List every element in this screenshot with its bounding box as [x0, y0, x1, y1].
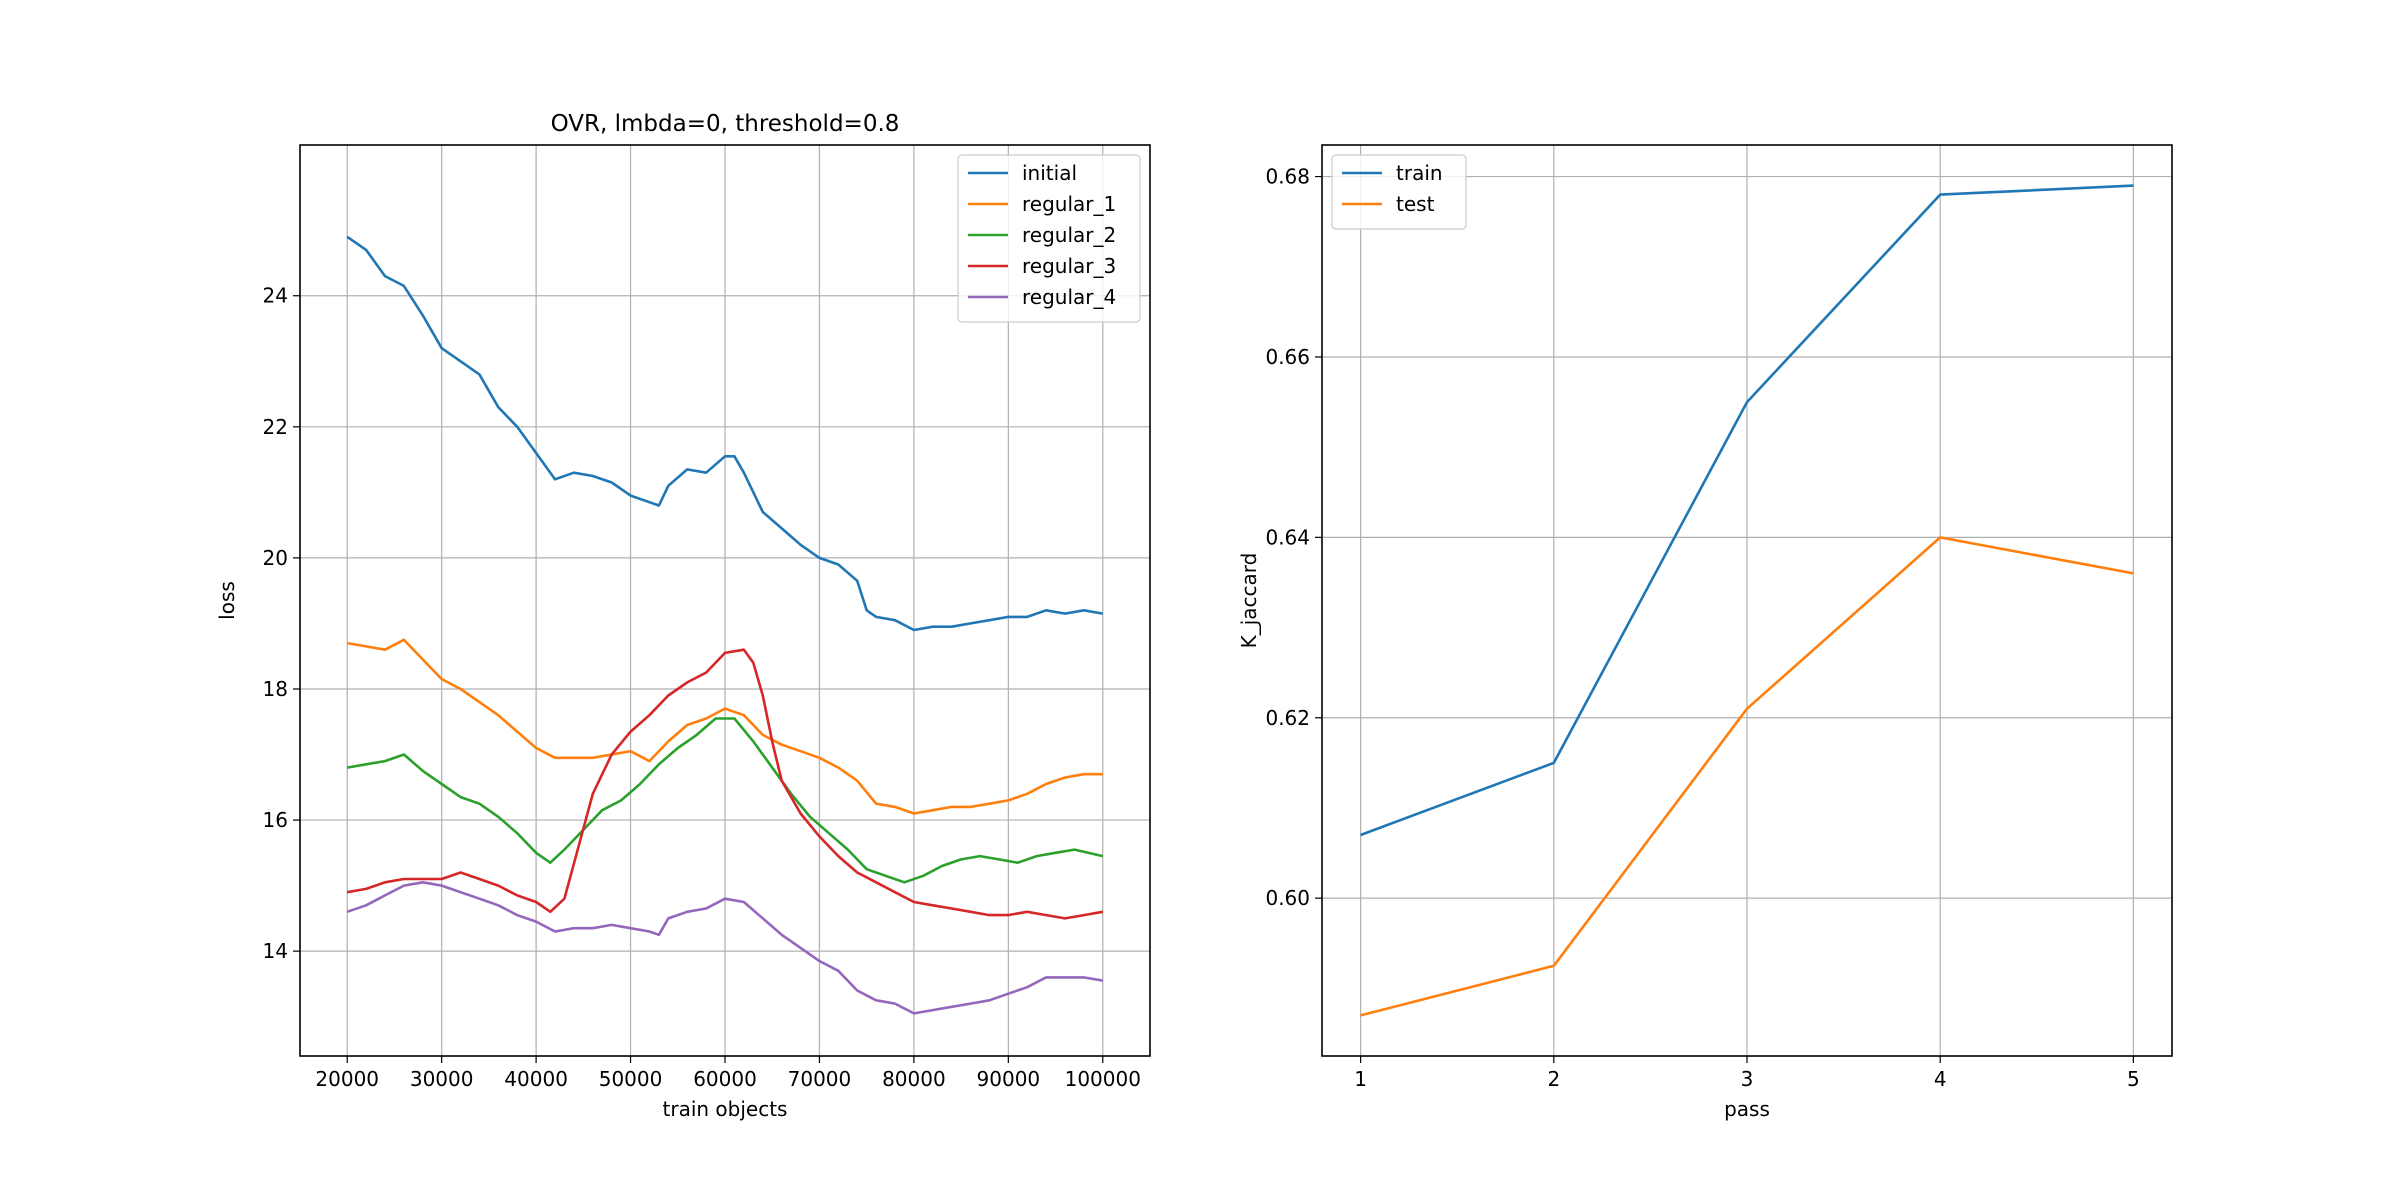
jaccard-chart-y-tick-label: 0.64	[1265, 525, 1310, 549]
jaccard-chart: 1 2 3 4 5 0.60 0.62 0.64 0.66 0.68 pass K_jaccard…	[1237, 144, 2173, 1121]
jaccard-chart-y-axis-label: K_jaccard	[1237, 553, 1261, 649]
jaccard-chart-legend-label: train	[1396, 161, 1443, 185]
jaccard-chart-legend: train test	[1331, 154, 1467, 230]
loss-chart-x-tick-label: 30000	[410, 1067, 474, 1091]
jaccard-chart-x-tick-label: 2	[1547, 1067, 1560, 1091]
loss-chart-y-tick-label: 18	[263, 677, 288, 701]
jaccard-chart-series	[1360, 184, 2134, 1017]
loss-chart-x-tick-label: 50000	[599, 1067, 663, 1091]
loss-chart-y-tick-label: 20	[263, 546, 288, 570]
loss-chart-series	[346, 235, 1104, 1015]
loss-chart-legend-label: regular_1	[1022, 192, 1116, 216]
jaccard-chart-x-tick-label: 4	[1934, 1067, 1947, 1091]
loss-chart-line-regular-3	[346, 648, 1104, 920]
loss-chart-y-tick-label: 24	[263, 284, 288, 308]
jaccard-chart-y-tick-label: 0.68	[1265, 165, 1310, 189]
jaccard-chart-y-tick-label: 0.62	[1265, 706, 1310, 730]
loss-chart-line-initial	[346, 235, 1104, 632]
loss-chart-x-tick-label: 70000	[788, 1067, 852, 1091]
jaccard-chart-ticks: 1 2 3 4 5 0.60 0.62 0.64 0.66 0.68	[1265, 165, 2139, 1091]
jaccard-chart-y-tick-label: 0.66	[1265, 345, 1310, 369]
jaccard-chart-line-test	[1360, 536, 2134, 1017]
loss-chart-y-axis-label: loss	[215, 581, 239, 620]
jaccard-chart-y-tick-label: 0.60	[1265, 886, 1310, 910]
loss-chart-x-tick-label: 20000	[315, 1067, 379, 1091]
loss-chart-y-tick-label: 16	[263, 808, 288, 832]
loss-chart-ticks: 20000 30000 40000 50000 60000 70000 80000 90000…	[263, 284, 1141, 1091]
jaccard-chart-x-tick-label: 1	[1354, 1067, 1367, 1091]
loss-chart-x-axis-label: train objects	[663, 1097, 788, 1121]
loss-chart-line-regular-1	[346, 638, 1103, 815]
loss-chart-legend-label: regular_4	[1022, 285, 1116, 309]
loss-chart-x-tick-label: 90000	[977, 1067, 1041, 1091]
jaccard-chart-x-axis-label: pass	[1724, 1097, 1770, 1121]
loss-chart-y-tick-label: 22	[263, 415, 288, 439]
loss-chart-legend-box	[957, 154, 1141, 323]
jaccard-chart-x-tick-label: 3	[1741, 1067, 1754, 1091]
jaccard-chart-legend-label: test	[1396, 192, 1435, 216]
loss-chart-y-tick-label: 14	[263, 939, 288, 963]
loss-chart-legend-label: regular_3	[1022, 254, 1116, 278]
jaccard-chart-line-train	[1360, 184, 2134, 837]
loss-chart: 20000 30000 40000 50000 60000 70000 80000 90000…	[215, 111, 1151, 1121]
loss-chart-line-regular-2	[346, 717, 1104, 884]
loss-chart-line-regular-4	[346, 880, 1104, 1015]
loss-chart-legend-label: initial	[1022, 161, 1077, 185]
loss-chart-x-tick-label: 80000	[882, 1067, 946, 1091]
loss-chart-legend-label: regular_2	[1022, 223, 1116, 247]
jaccard-chart-x-tick-label: 5	[2127, 1067, 2140, 1091]
loss-chart-x-tick-label: 60000	[693, 1067, 757, 1091]
loss-chart-title: OVR, lmbda=0, threshold=0.8	[551, 111, 900, 137]
loss-chart-legend: initial regular_1 regular_2 regular_3regula…	[957, 154, 1141, 323]
loss-chart-grid	[300, 145, 1150, 1056]
loss-chart-x-tick-label: 40000	[504, 1067, 568, 1091]
loss-chart-x-tick-label: 100000	[1065, 1067, 1141, 1091]
